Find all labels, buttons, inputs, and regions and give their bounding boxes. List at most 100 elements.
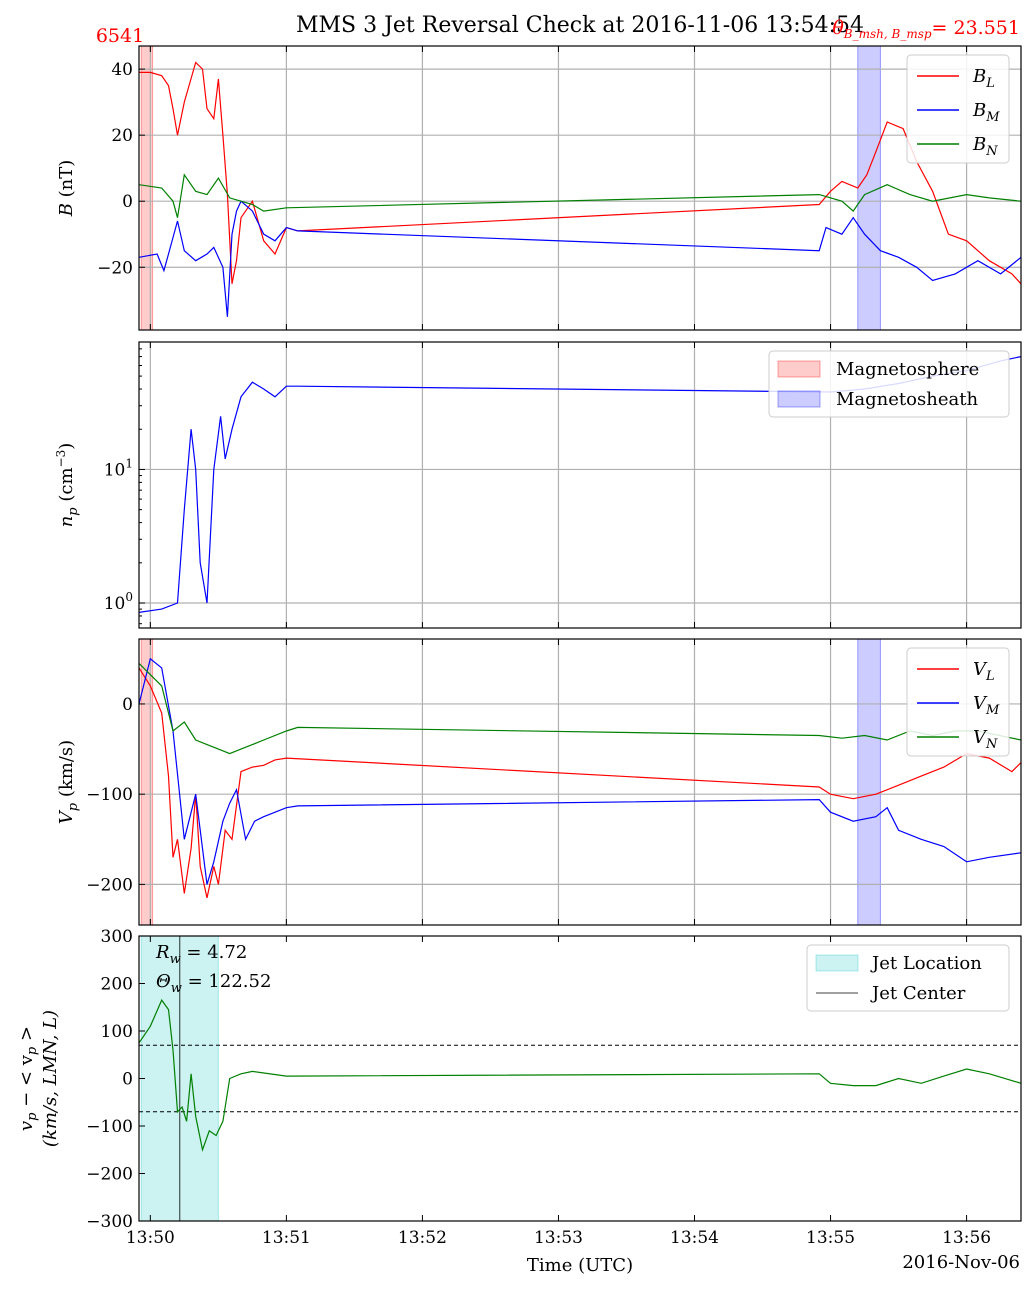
ylab-v: v (16, 1121, 37, 1131)
legend-box (906, 647, 1010, 757)
legend-swatch (777, 360, 821, 378)
ylab-var: n (56, 516, 77, 528)
legend-label: VM (973, 693, 1000, 718)
legend-sub: N (985, 144, 998, 159)
annotation-value: = 122.52 (182, 971, 272, 992)
ylab-unit: (cm (56, 467, 77, 507)
y-axis-label: np (cm−3) (54, 443, 81, 528)
y-tick-label: −200 (86, 1165, 133, 1185)
legend-label: Magnetosheath (836, 389, 978, 410)
axes-frame (138, 45, 1022, 331)
x-tick-label: 13:50 (126, 1228, 175, 1248)
y-tick-label: 100 (104, 590, 133, 614)
ylab-unit: (km/s) (56, 740, 77, 803)
y-axis-label: Vp (km/s) (56, 740, 81, 824)
annotation-var: R (155, 942, 170, 963)
shade-magnetosheath (857, 638, 881, 926)
annotation-sub: w (170, 952, 181, 967)
annotation-var: Θ (156, 971, 171, 992)
legend-sub: L (985, 76, 995, 91)
x-tick-label: 13:52 (398, 1228, 447, 1248)
legend-label: VL (973, 659, 995, 684)
panel-density: 100 101 np (cm−3) Magnetosphere Magnetosheat… (54, 341, 1022, 629)
y-tick-label: 0 (122, 192, 133, 212)
y-tick-label: −100 (86, 1117, 133, 1137)
ylab-sub: p (66, 802, 81, 811)
y-tick-label: −20 (97, 258, 133, 278)
legend-swatch (777, 390, 821, 408)
y-axis-label-line2: (km/s, LMN, L) (40, 1010, 61, 1147)
y-tick-label: −100 (86, 785, 133, 805)
legend-var: B (972, 100, 986, 121)
annotation-value: = 4.72 (181, 942, 248, 963)
legend-var: V (973, 727, 988, 748)
ylab-sub2: p (25, 1046, 40, 1055)
legend-label: VN (973, 727, 998, 752)
axes-frame (138, 638, 1022, 926)
series-line-0 (139, 998, 1021, 1153)
right-red-note-value: = 23.551 (932, 17, 1020, 39)
legend-box (806, 944, 1010, 1012)
axes-frame (138, 341, 1022, 629)
legend-label: Jet Location (870, 953, 982, 974)
legend-sub: M (985, 703, 1000, 718)
y-tick-label: 0 (122, 695, 133, 715)
shade-magnetosheath (857, 45, 881, 331)
ylab-end: > (16, 1026, 37, 1047)
legend-var: V (973, 693, 988, 714)
left-red-note: 6541 (96, 25, 144, 47)
legend-sub: N (985, 737, 998, 752)
legend-var: B (972, 134, 986, 155)
series-line-M (139, 657, 1021, 885)
x-tick-label: 13:51 (262, 1228, 311, 1248)
x-axis-date-label: 2016-Nov-06 (902, 1252, 1020, 1273)
y-axis-label: B (nT) (56, 160, 77, 218)
series-line-L (139, 61, 1021, 285)
ylab-var: V (56, 809, 77, 824)
ylab-unit: (nT) (56, 160, 77, 203)
y-tick-label: −200 (86, 875, 133, 895)
right-red-note: θB_msh, B_msp= 23.551 (832, 17, 1020, 41)
y-tick-label: 200 (101, 975, 133, 995)
y-tick-label: −300 (86, 1212, 133, 1232)
figure-title: MMS 3 Jet Reversal Check at 2016-11-06 1… (296, 13, 864, 38)
y-tick-label: 20 (111, 126, 133, 146)
ylab-var: B (56, 203, 77, 217)
series-line-N (139, 662, 1021, 755)
x-axis-label: Time (UTC) (527, 1255, 633, 1276)
y-tick-exponent: 1 (125, 456, 133, 470)
right-red-note-sub: B_msh, B_msp (843, 27, 932, 41)
legend-label: Magnetosphere (836, 359, 979, 380)
x-tick-label: 13:53 (534, 1228, 583, 1248)
x-tick-label: 13:55 (806, 1228, 855, 1248)
annotation-text: Rw = 4.72 (155, 942, 247, 967)
y-tick-label: 0 (122, 1070, 133, 1090)
legend-box (906, 54, 1010, 164)
legend-var: V (973, 659, 988, 680)
x-tick-label: 13:56 (942, 1228, 991, 1248)
legend-density: Magnetosphere Magnetosheath (768, 350, 1010, 418)
legend-sub: M (985, 110, 1000, 125)
y-tick-label: 300 (101, 927, 133, 947)
legend-label: Jet Center (870, 983, 966, 1004)
legend-label: BL (972, 66, 995, 91)
series-line-N (139, 173, 1021, 218)
ylab-close: ) (56, 443, 77, 450)
legend-label: BN (972, 134, 998, 159)
annotation-sub: w (171, 981, 182, 996)
y-tick-exponent: 0 (125, 590, 133, 604)
legend-sub: L (985, 669, 995, 684)
ylab-sub: p (25, 1112, 40, 1121)
legend-box (768, 350, 1010, 418)
legend-label: BM (972, 100, 1000, 125)
series-line-M (139, 200, 1021, 317)
y-tick-label: 101 (104, 456, 133, 480)
y-axis-label: vp − < vp > (16, 1026, 40, 1131)
